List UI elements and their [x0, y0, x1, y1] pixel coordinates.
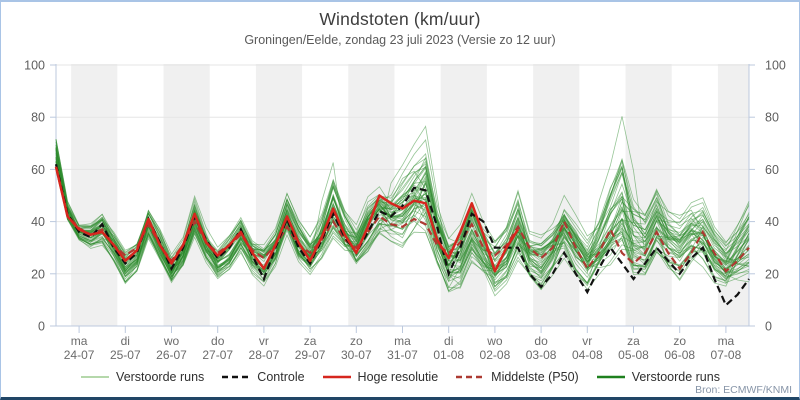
x-axis-date-label: 27-07	[202, 348, 233, 362]
day-band	[163, 64, 210, 326]
legend-line-icon	[322, 375, 351, 379]
legend-item-label: Middelste (P50)	[491, 370, 579, 384]
y-axis-label: 20	[765, 267, 779, 281]
x-axis-day-label: ma	[394, 334, 411, 348]
x-axis-day-label: di	[121, 334, 130, 348]
chart-subtitle: Groningen/Eelde, zondag 23 juli 2023 (Ve…	[244, 33, 556, 47]
x-axis-day-label: zo	[350, 334, 363, 348]
y-axis-label: 100	[24, 59, 45, 73]
x-axis-date-label: 03-08	[526, 348, 557, 362]
x-axis-day-label: do	[211, 334, 225, 348]
x-axis-date-label: 26-07	[156, 348, 187, 362]
x-axis-date-label: 07-08	[711, 348, 742, 362]
y-axis-label: 60	[31, 163, 45, 177]
x-axis-date-label: 25-07	[110, 348, 141, 362]
controle-line	[54, 163, 750, 307]
chart-title: Windstoten (km/uur)	[319, 9, 481, 29]
y-axis-label: 0	[765, 320, 772, 334]
legend-item: Hoge resolutie	[322, 370, 439, 384]
x-axis-day-label: za	[304, 334, 317, 348]
x-axis-date-label: 28-07	[249, 348, 280, 362]
y-axis-label: 20	[31, 267, 45, 281]
ensemble-member-line	[55, 146, 750, 287]
x-axis-day-label: wo	[163, 334, 180, 348]
x-axis-day-label: wo	[486, 334, 503, 348]
legend-item: Controle	[221, 370, 305, 384]
x-axis-date-label: 04-08	[572, 348, 603, 362]
ensemble-member-line	[55, 139, 750, 270]
ensemble-member-line	[55, 144, 750, 277]
y-axis-label: 60	[765, 163, 779, 177]
x-axis-date-label: 31-07	[387, 348, 418, 362]
x-axis-day-label: ma	[718, 334, 735, 348]
legend: Verstoorde runs Controle Hoge resolutie Mid…	[1, 370, 799, 384]
x-axis-day-label: di	[444, 334, 453, 348]
x-axis-date-label: 24-07	[64, 348, 95, 362]
middelste-p50-line	[54, 166, 750, 273]
legend-line-icon	[596, 375, 625, 379]
legend-item-label: Verstoorde runs	[116, 370, 205, 384]
y-axis-label: 0	[38, 320, 45, 334]
ensemble-member-line	[55, 142, 750, 266]
legend-item-label: Hoge resolutie	[357, 370, 439, 384]
x-axis-date-label: 01-08	[433, 348, 464, 362]
ensemble-member-line	[55, 158, 750, 278]
ensemble-member-line	[55, 141, 750, 275]
source-credit: Bron: ECMWF/KNMI	[695, 384, 792, 396]
day-band	[625, 64, 672, 326]
ensemble-member-line	[55, 150, 750, 270]
day-band	[440, 64, 487, 326]
x-axis-day-label: za	[627, 334, 640, 348]
x-axis-day-label: zo	[673, 334, 686, 348]
y-axis-label: 100	[765, 59, 786, 73]
day-band	[71, 64, 118, 326]
x-axis-date-label: 30-07	[341, 348, 372, 362]
legend-item-label: Verstoorde runs	[631, 370, 720, 384]
day-band	[255, 64, 303, 326]
legend-item-label: Controle	[257, 370, 305, 384]
y-axis-label: 80	[765, 111, 779, 125]
day-band	[348, 64, 395, 326]
y-axis-label: 80	[31, 111, 45, 125]
legend-item: Verstoorde runs	[596, 370, 720, 384]
legend-item: Verstoorde runs	[80, 370, 204, 384]
x-axis-date-label: 05-08	[618, 348, 649, 362]
ensemble-member-line	[55, 157, 750, 283]
ensemble-member-line	[55, 139, 750, 278]
hoge-resolutie-line	[54, 166, 520, 273]
x-axis-day-label: vr	[259, 334, 269, 348]
x-axis-date-label: 29-07	[295, 348, 326, 362]
legend-line-icon	[456, 375, 485, 379]
legend-line-icon	[222, 375, 251, 379]
x-axis-date-label: 06-08	[664, 348, 695, 362]
y-axis-label: 40	[765, 215, 779, 229]
y-axis-label: 40	[31, 215, 45, 229]
x-axis-day-label: ma	[71, 334, 88, 348]
x-axis-day-label: vr	[582, 334, 592, 348]
x-axis-date-label: 02-08	[480, 348, 511, 362]
x-axis-day-label: do	[534, 334, 548, 348]
legend-item: Middelste (P50)	[455, 370, 579, 384]
legend-line-icon	[81, 376, 110, 378]
day-band	[533, 64, 580, 326]
